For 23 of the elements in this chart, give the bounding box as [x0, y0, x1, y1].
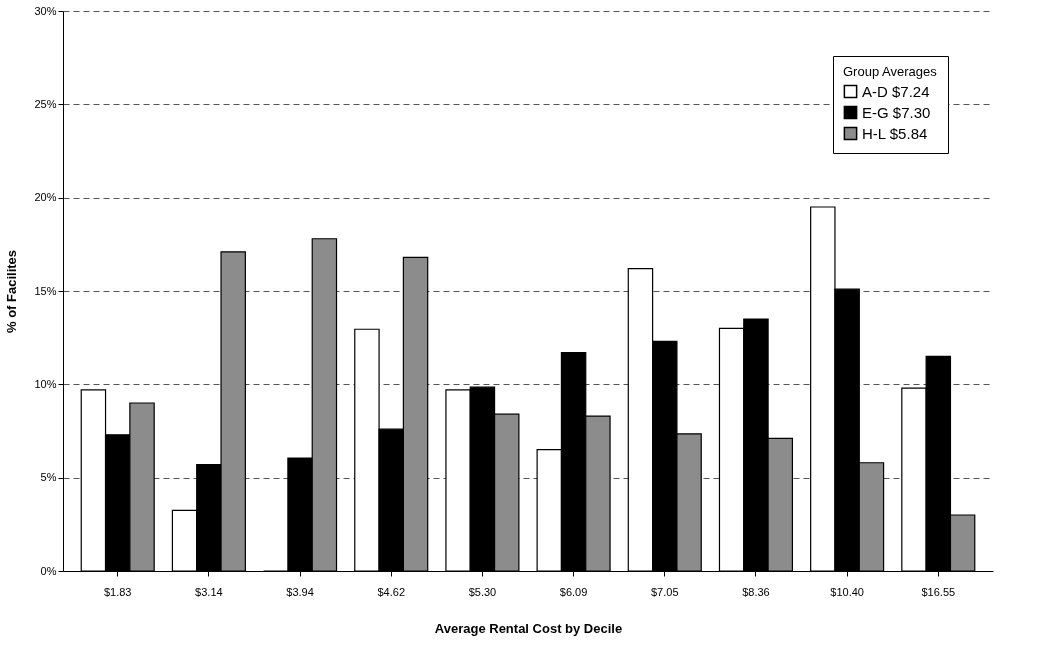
legend-title: Group Averages [843, 64, 938, 79]
x-tick-label: $6.09 [559, 585, 588, 598]
x-tick-label: $8.36 [742, 585, 770, 598]
y-tick-label: 0% [40, 564, 57, 577]
y-tick-label: 20% [34, 191, 57, 204]
x-tick-label: $7.05 [651, 585, 679, 598]
y-tick-label: 5% [40, 471, 57, 484]
x-axis-title: Average Rental Cost by Decile [434, 620, 623, 636]
legend-label: E-G $7.30 [862, 103, 931, 121]
x-tick-label: $16.55 [921, 585, 956, 598]
y-tick-label: 25% [34, 97, 57, 110]
legend-label: A-D $7.24 [862, 82, 930, 100]
y-axis-title: % of Facilites [4, 249, 20, 334]
y-tick-label: 30% [34, 4, 57, 17]
x-tick-label: $3.14 [195, 585, 223, 598]
x-tick-label: $3.94 [286, 585, 314, 598]
x-tick-label: $1.83 [103, 585, 132, 598]
y-tick-label: 10% [34, 377, 57, 390]
x-tick-label: $5.30 [468, 585, 497, 598]
x-tick-label: $4.62 [377, 585, 405, 598]
legend-label: H-L $5.84 [862, 124, 928, 142]
x-tick-label: $10.40 [830, 585, 864, 598]
y-tick-label: 15% [34, 284, 57, 297]
